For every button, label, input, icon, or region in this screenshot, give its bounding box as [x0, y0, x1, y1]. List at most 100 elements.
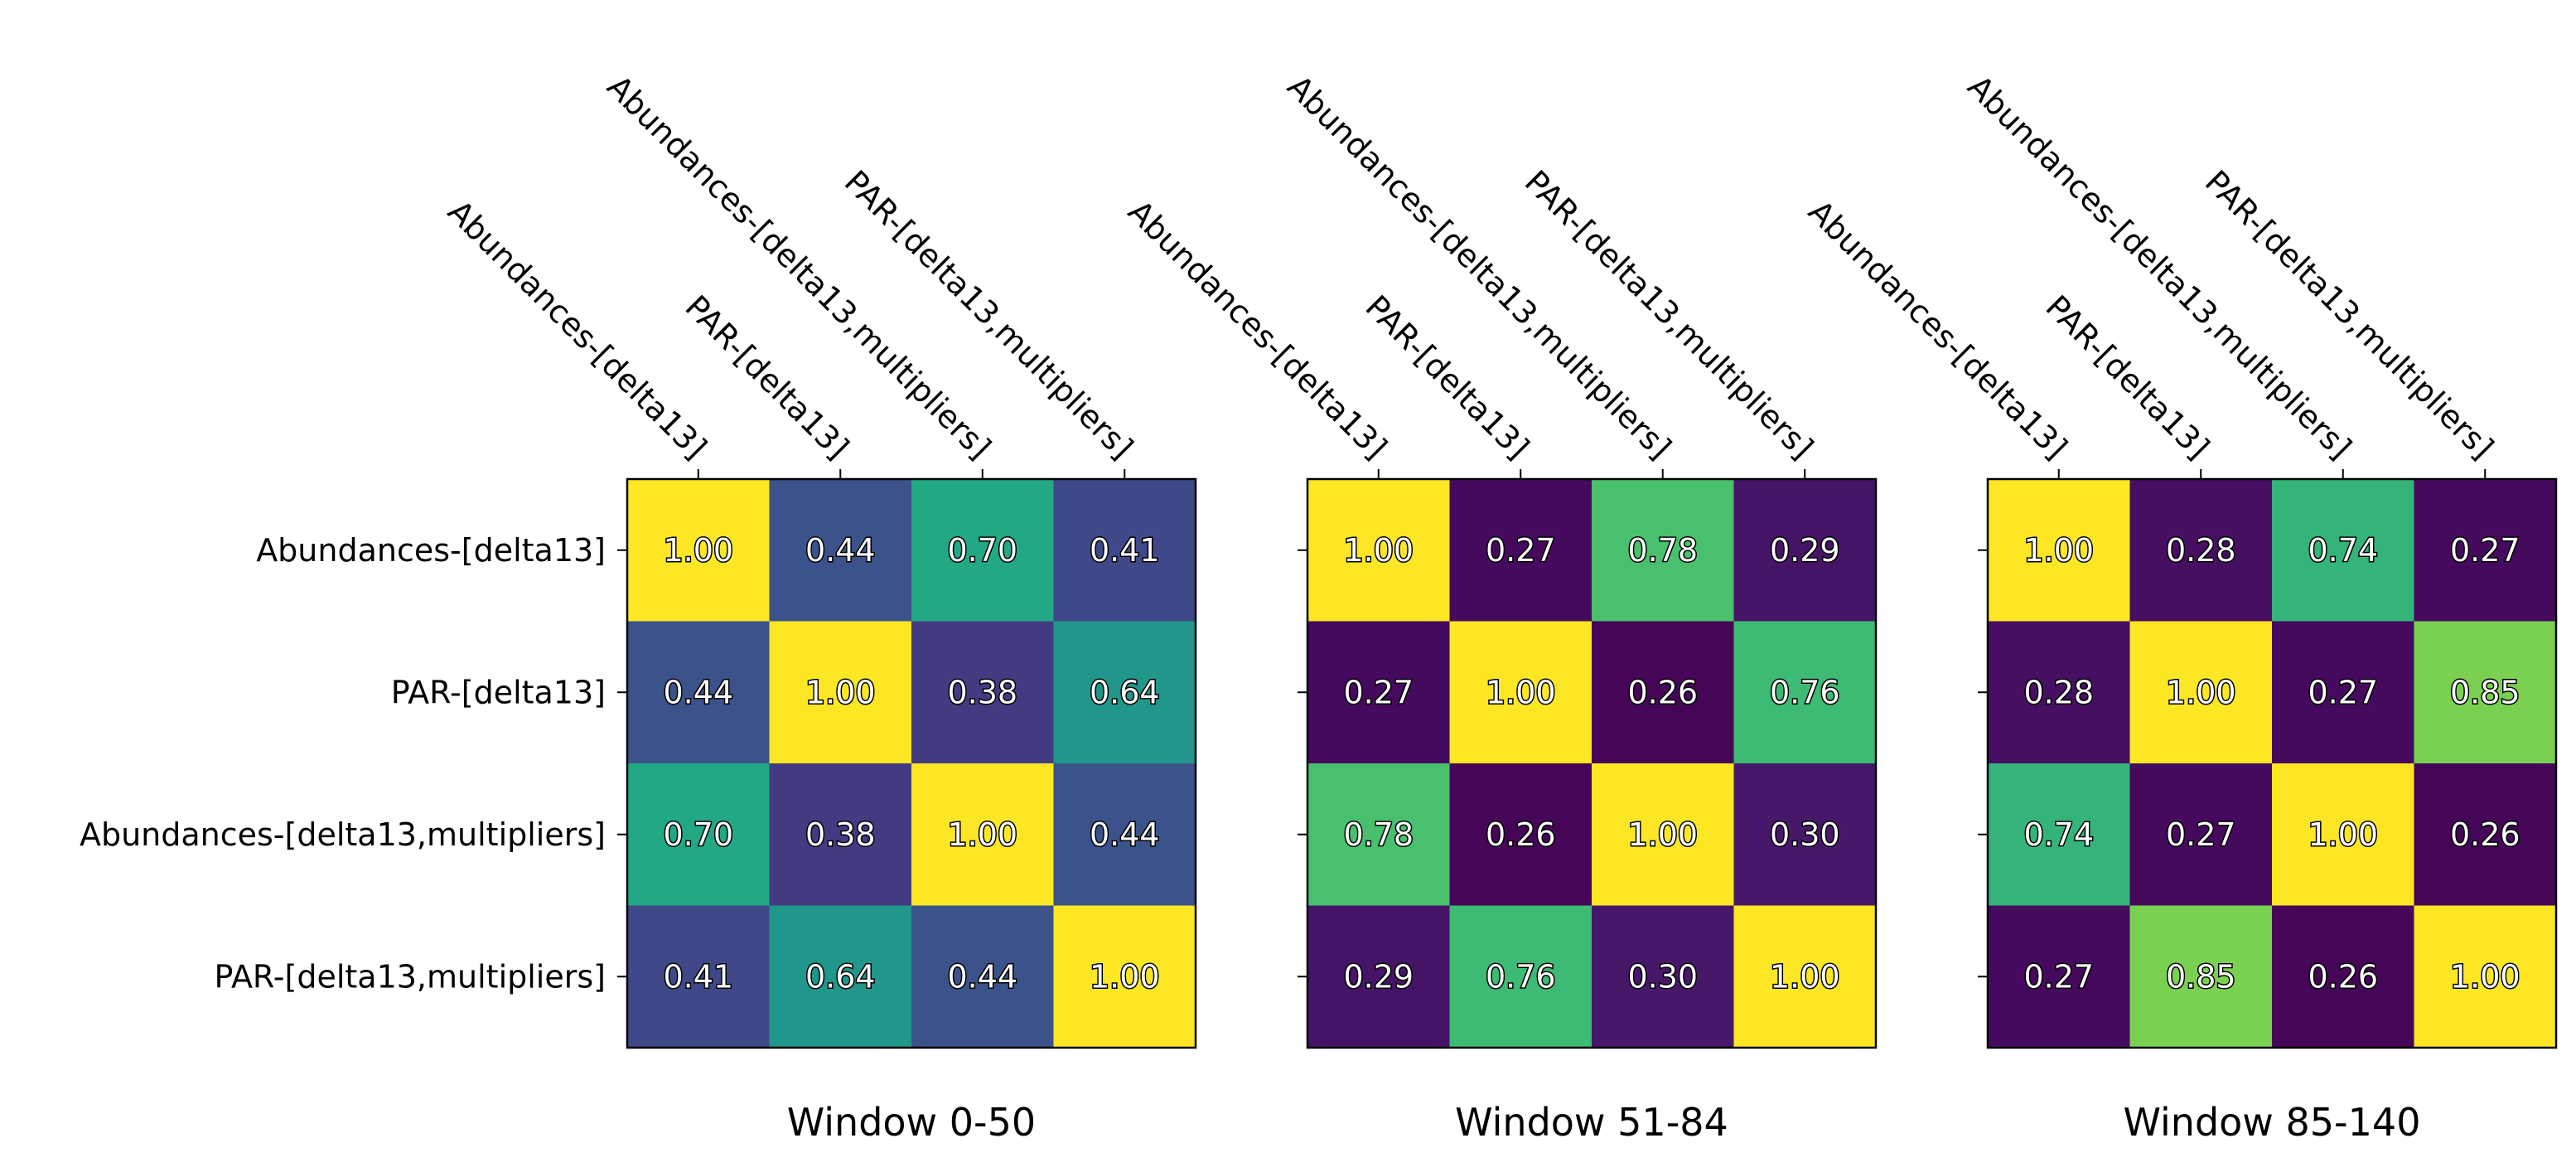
heatmap-cell [1733, 763, 1877, 906]
cell-value-label: 0.28 [2023, 674, 2094, 710]
cell-value-label: 0.74 [2308, 532, 2378, 569]
cell-value-label: 0.27 [1486, 532, 1556, 569]
heatmap-cell [2414, 763, 2557, 906]
cell-value-label: 0.44 [947, 958, 1017, 995]
heatmap-cell [2272, 905, 2414, 1049]
cell-value-label: 0.78 [1627, 532, 1698, 569]
x-tick-label: PAR-[delta13,multipliers] [1518, 163, 1820, 466]
heatmap-cell [1307, 905, 1450, 1049]
panel-title: Window 51-84 [1455, 1100, 1728, 1145]
cell-value-label: 0.29 [1770, 532, 1840, 569]
heatmap-cell [2129, 905, 2273, 1049]
cell-value-label: 1.00 [1627, 816, 1698, 853]
heatmap-cell [1592, 621, 1734, 764]
heatmap-cell [1449, 621, 1592, 764]
heatmap-cell [2272, 763, 2414, 906]
heatmap-panel: 1.00 0.44 0.70 0.41 0.44 1.00 0.38 0.64 0.70 0.38… [80, 68, 1197, 1145]
cell-value-label: 1.00 [2450, 958, 2520, 995]
cell-value-label: 0.78 [1343, 816, 1414, 853]
heatmap-cell [1988, 621, 2130, 764]
cell-value-label: 0.27 [1343, 674, 1414, 710]
heatmap-cell [1449, 479, 1592, 622]
cell-value-label: 1.00 [947, 816, 1017, 853]
cell-value-label: 0.27 [2166, 816, 2236, 853]
heatmap-panel: 1.00 0.28 0.74 0.27 0.28 1.00 0.27 0.85 0.74 0.27… [1801, 68, 2558, 1145]
heatmap-cell [1307, 621, 1450, 764]
cell-value-label: 0.38 [947, 674, 1017, 710]
cell-value-label: 0.26 [2308, 958, 2378, 995]
heatmap-cell [2272, 479, 2414, 622]
heatmap-cell [1053, 763, 1196, 906]
heatmap-cell [1053, 621, 1196, 764]
cell-value-label: 0.44 [663, 674, 733, 710]
x-tick-label: Abundances-[delta13] [441, 193, 713, 466]
heatmap-cell [1592, 905, 1734, 1049]
cell-value-label: 0.38 [805, 816, 876, 853]
x-tick-label: PAR-[delta13,multipliers] [2198, 163, 2501, 466]
cell-value-label: 0.30 [1627, 958, 1698, 995]
heatmap-cell [627, 621, 770, 764]
cell-value-label: 0.26 [1627, 674, 1698, 710]
heatmap-cell [769, 479, 912, 622]
cell-value-label: 1.00 [663, 532, 733, 569]
cell-value-label: 1.00 [2023, 532, 2094, 569]
heatmap-cell [627, 763, 770, 906]
cell-value-label: 0.64 [1090, 674, 1160, 710]
cell-value-label: 0.41 [663, 958, 733, 995]
heatmap-cell [2272, 621, 2414, 764]
heatmap-cell [769, 763, 912, 906]
cell-value-label: 0.85 [2166, 958, 2236, 995]
cell-value-label: 0.70 [663, 816, 733, 853]
heatmap-cell [1733, 621, 1877, 764]
heatmap-cell [1449, 763, 1592, 906]
heatmap-cell [2129, 479, 2273, 622]
panel-frame [1306, 477, 1878, 1049]
cell-value-label: 1.00 [1343, 532, 1414, 569]
cell-value-label: 0.27 [2308, 674, 2378, 710]
y-tick-label: Abundances-[delta13] [256, 532, 606, 569]
cell-value-label: 0.27 [2023, 958, 2094, 995]
cell-value-label: 1.00 [805, 674, 876, 710]
heatmap-cell [911, 905, 1054, 1049]
cell-value-label: 0.27 [2450, 532, 2520, 569]
heatmap-panels: 1.00 0.44 0.70 0.41 0.44 1.00 0.38 0.64 0.70 0.38… [80, 68, 2558, 1145]
cell-value-label: 1.00 [2308, 816, 2378, 853]
cell-value-label: 1.00 [2166, 674, 2236, 710]
cell-value-label: 0.29 [1343, 958, 1414, 995]
cell-value-label: 0.76 [1770, 674, 1840, 710]
cell-value-label: 0.76 [1486, 958, 1556, 995]
heatmap-panel: 1.00 0.27 0.78 0.29 0.27 1.00 0.26 0.76 0.78 0.26… [1121, 68, 1878, 1145]
heatmap-cell [2129, 763, 2273, 906]
cell-value-label: 0.44 [805, 532, 876, 569]
y-tick-label: PAR-[delta13,multipliers] [214, 958, 606, 995]
heatmap-cell [2414, 905, 2557, 1049]
y-tick-label: PAR-[delta13] [391, 674, 606, 710]
heatmap-cell [911, 621, 1054, 764]
heatmap-cell [911, 763, 1054, 906]
heatmap-cell [1733, 479, 1877, 622]
cell-value-label: 1.00 [1090, 958, 1160, 995]
heatmap-cell [627, 905, 770, 1049]
x-tick-label: Abundances-[delta13] [1121, 193, 1394, 466]
cell-value-label: 0.44 [1090, 816, 1160, 853]
x-tick-label: PAR-[delta13,multipliers] [838, 163, 1140, 466]
heatmap-cell [627, 479, 770, 622]
heatmap-cell [1307, 479, 1450, 622]
heatmap-cell [1592, 479, 1734, 622]
cell-value-label: 0.85 [2450, 674, 2520, 710]
panel-frame [1986, 477, 2558, 1049]
panel-title: Window 85-140 [2124, 1100, 2421, 1145]
heatmap-cell [769, 905, 912, 1049]
heatmap-cell [911, 479, 1054, 622]
heatmap-cell [1592, 763, 1734, 906]
heatmap-cell [2129, 621, 2273, 764]
heatmap-cell [1053, 905, 1196, 1049]
x-tick-label: Abundances-[delta13] [1801, 193, 2074, 466]
panel-frame [626, 477, 1197, 1049]
cell-value-label: 1.00 [1770, 958, 1840, 995]
heatmap-cell [1053, 479, 1196, 622]
heatmap-cell [1988, 479, 2130, 622]
heatmap-cell [1449, 905, 1592, 1049]
cell-value-label: 0.41 [1090, 532, 1160, 569]
